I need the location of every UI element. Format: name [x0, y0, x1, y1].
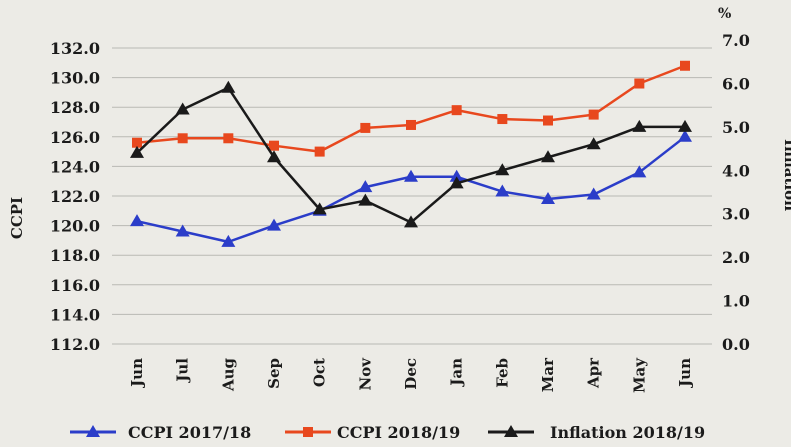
right-tick-label: 7.0: [722, 31, 750, 50]
x-tick-label: Feb: [493, 358, 511, 388]
left-tick-label: 132.0: [50, 39, 100, 58]
data-point: [175, 224, 190, 237]
right-tick-label: 4.0: [722, 161, 750, 180]
data-point: [130, 214, 144, 227]
legend-label: CCPI 2018/19: [337, 423, 460, 442]
x-tick-label: Dec: [402, 358, 420, 390]
legend-marker: [504, 425, 518, 437]
data-point: [451, 105, 462, 116]
data-point: [221, 80, 236, 93]
x-tick-label: Jun: [676, 358, 694, 389]
data-point: [680, 60, 690, 71]
x-tick-label: Nov: [356, 357, 374, 391]
left-tick-label: 116.0: [50, 276, 100, 295]
x-tick-label: Oct: [311, 358, 329, 387]
legend-marker: [86, 425, 100, 437]
right-axis-label: Inflation: [781, 139, 791, 211]
data-point: [586, 187, 601, 200]
legend-label: Inflation 2018/19: [550, 423, 705, 442]
data-point: [497, 114, 508, 125]
right-axis-ticks: 7.0 6.0 5.0 4.0 3.0 2.0 1.0 0.0: [722, 31, 750, 354]
data-point: [678, 129, 692, 142]
right-tick-label: 1.0: [722, 292, 750, 311]
data-point: [358, 193, 373, 206]
data-point: [588, 109, 599, 120]
data-point: [312, 202, 327, 215]
data-point: [632, 165, 647, 178]
x-tick-label: Apr: [585, 357, 603, 389]
data-point: [132, 137, 142, 148]
right-axis-unit: %: [718, 6, 731, 22]
data-point: [175, 102, 190, 115]
left-tick-label: 122.0: [50, 187, 100, 206]
right-tick-label: 3.0: [722, 205, 750, 224]
data-point: [269, 140, 279, 151]
data-point: [449, 176, 464, 189]
data-point: [360, 122, 371, 133]
data-point: [634, 78, 645, 89]
data-point: [130, 145, 144, 158]
right-tick-label: 2.0: [722, 248, 750, 267]
series-inflation-2018-19: [130, 80, 692, 228]
data-point: [358, 180, 373, 193]
left-tick-label: 124.0: [50, 157, 100, 176]
data-point: [221, 234, 236, 247]
left-tick-label: 130.0: [50, 69, 100, 88]
x-tick-label: Jan: [448, 358, 466, 388]
x-tick-label: Jul: [174, 358, 192, 384]
data-point: [404, 215, 418, 228]
data-point: [177, 133, 188, 144]
legend-item: CCPI 2017/18: [70, 423, 251, 442]
left-axis-label: CCPI: [8, 197, 26, 239]
data-point: [267, 150, 281, 163]
legend: CCPI 2017/18 CCPI 2018/19 Inflation 2018/1…: [70, 423, 705, 442]
data-point: [449, 169, 464, 182]
left-tick-label: 114.0: [50, 305, 100, 324]
left-axis-ticks: 132.0 130.0 128.0 126.0 124.0 122.0 120.0 118.0…: [50, 39, 100, 354]
data-point: [541, 191, 555, 204]
data-point: [495, 184, 510, 197]
left-tick-label: 112.0: [50, 335, 100, 354]
x-tick-label: Sep: [265, 358, 283, 389]
data-point: [406, 119, 416, 130]
legend-item: CCPI 2018/19: [285, 423, 460, 442]
data-point: [404, 169, 418, 182]
data-point: [314, 146, 325, 157]
data-point: [586, 137, 601, 150]
right-tick-label: 6.0: [722, 74, 750, 93]
series-lines: [130, 60, 692, 247]
legend-label: CCPI 2017/18: [128, 423, 251, 442]
data-point: [678, 119, 692, 132]
x-tick-label: May: [630, 357, 648, 393]
x-tick-label: Aug: [219, 358, 237, 393]
left-tick-label: 120.0: [50, 217, 100, 236]
x-tick-label: Mar: [539, 357, 557, 392]
right-tick-label: 0.0: [722, 335, 750, 354]
data-point: [543, 115, 553, 126]
data-point: [495, 163, 510, 176]
series-ccpi-2017-18: [130, 129, 692, 247]
x-tick-label: Jun: [128, 358, 146, 389]
left-tick-label: 118.0: [50, 246, 100, 265]
data-point: [267, 218, 281, 231]
legend-item: Inflation 2018/19: [488, 423, 705, 442]
series-ccpi-2018-19: [132, 60, 690, 157]
series-line: [136, 64, 686, 153]
left-tick-label: 126.0: [50, 128, 100, 147]
legend-marker: [303, 427, 313, 437]
right-tick-label: 5.0: [722, 118, 750, 137]
data-point: [632, 119, 647, 132]
x-axis-ticks: Jun Jul Aug Sep Oct Nov Dec Jan Feb Mar Apr May Jun: [128, 357, 694, 393]
left-tick-label: 128.0: [50, 98, 100, 117]
grid-lines: [112, 47, 712, 345]
data-point: [223, 133, 234, 144]
data-point: [541, 150, 555, 163]
